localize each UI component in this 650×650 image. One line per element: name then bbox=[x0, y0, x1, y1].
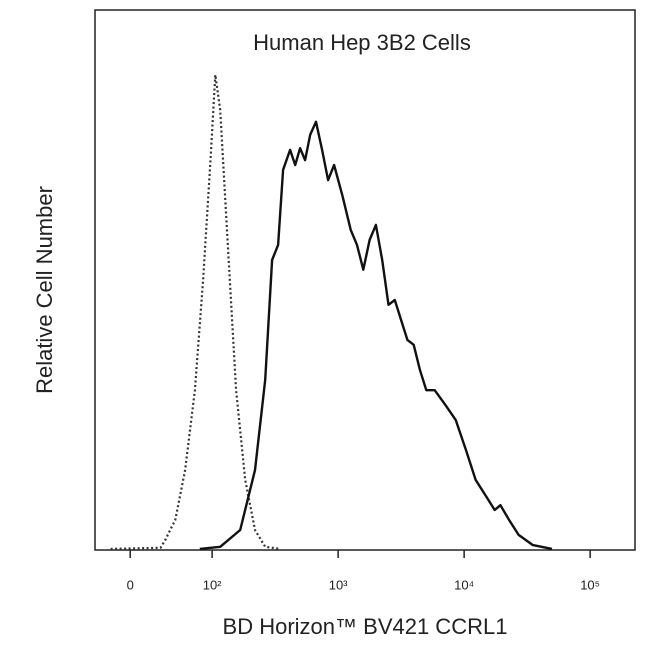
histogram-line bbox=[110, 73, 281, 550]
x-tick-label: 10⁴ bbox=[454, 577, 474, 592]
chart-title: Human Hep 3B2 Cells bbox=[253, 30, 471, 55]
x-tick-label: 10³ bbox=[329, 577, 348, 592]
histogram-line bbox=[199, 120, 553, 551]
plot-frame bbox=[94, 9, 636, 551]
x-tick-label: 10² bbox=[203, 577, 222, 592]
y-axis-label: Relative Cell Number bbox=[32, 186, 57, 394]
x-tick-label: 0 bbox=[127, 577, 134, 592]
x-axis-label: BD Horizon™ BV421 CCRL1 bbox=[223, 614, 508, 639]
x-tick-label: 10⁵ bbox=[580, 577, 600, 592]
